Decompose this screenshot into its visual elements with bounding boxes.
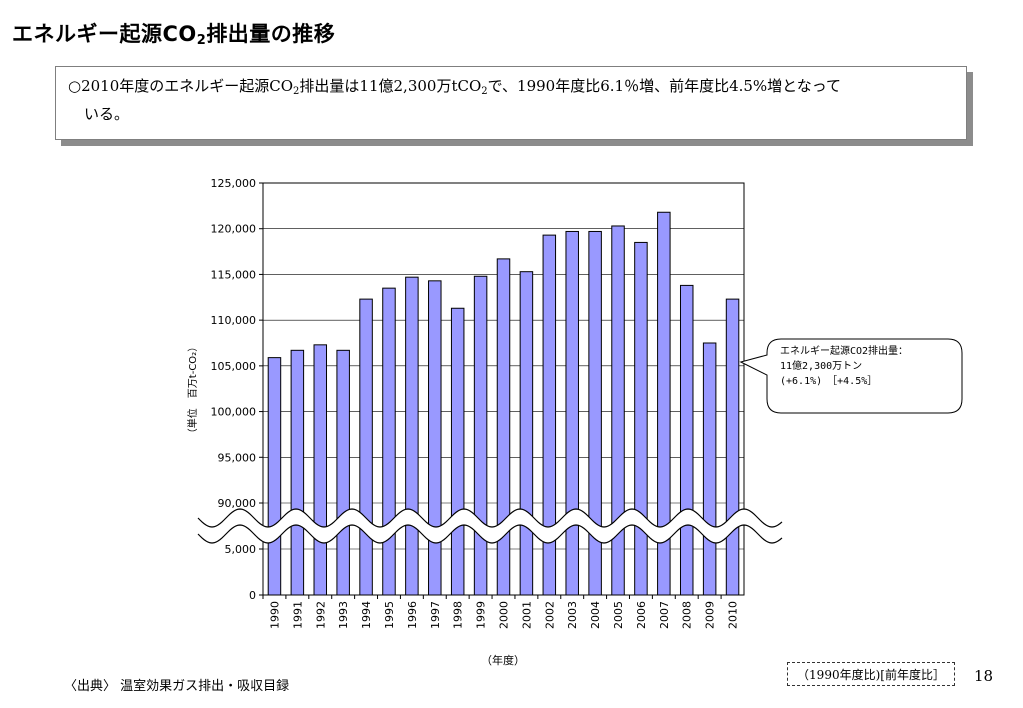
- bar-2008: [679, 284, 694, 596]
- annotation-text: (+6.1%) ［+4.5%］: [780, 375, 877, 387]
- x-tick-label: 2001: [520, 601, 533, 629]
- bar-2003: [565, 230, 579, 596]
- x-tick-label: 1998: [452, 601, 465, 629]
- x-tick-label: 2009: [704, 601, 717, 629]
- y-tick-label: 125,000: [211, 177, 257, 190]
- bar-1999: [473, 275, 488, 596]
- x-tick-label: 2004: [589, 601, 602, 629]
- bar-1997: [428, 280, 442, 596]
- y-tick-label: 105,000: [211, 360, 257, 373]
- x-axis-label: （年度）: [481, 653, 525, 667]
- summary-text: ○2010年度のエネルギー起源CO2排出量は11億2,300万tCO2で、199…: [68, 77, 841, 123]
- bar-2006: [634, 241, 648, 596]
- annotation-callout: [739, 338, 963, 414]
- bar-1994: [359, 298, 373, 596]
- summary-box: ○2010年度のエネルギー起源CO2排出量は11億2,300万tCO2で、199…: [55, 66, 967, 140]
- x-tick-label: 1991: [291, 601, 304, 629]
- bar-1996: [405, 276, 419, 596]
- bar-2007: [657, 211, 671, 596]
- bar-2010: [725, 298, 740, 596]
- bar-2001: [519, 271, 534, 596]
- bar-2000: [496, 258, 511, 596]
- source-citation: 〈出典〉 温室効果ガス排出・吸収目録: [64, 679, 290, 694]
- bar-1993: [336, 349, 350, 596]
- y-tick-label: 115,000: [211, 268, 257, 281]
- y-tick-label: 95,000: [218, 451, 257, 464]
- y-tick-label: 100,000: [211, 406, 257, 419]
- x-tick-label: 2006: [635, 601, 648, 629]
- x-tick-label: 1994: [360, 601, 373, 629]
- bar-1995: [382, 287, 396, 596]
- x-tick-label: 1992: [314, 601, 327, 629]
- x-tick-label: 2010: [727, 601, 740, 629]
- bar-2004: [588, 230, 602, 596]
- x-tick-label: 1997: [429, 601, 442, 629]
- y-tick-label: 120,000: [211, 223, 257, 236]
- legend-key: （1990年度比)[前年度比］: [787, 662, 955, 686]
- x-tick-label: 1999: [475, 601, 488, 629]
- axis-break-line: [197, 508, 783, 528]
- bar-2009: [702, 342, 717, 596]
- x-tick-label: 2002: [543, 601, 556, 629]
- bar-1992: [313, 344, 328, 596]
- x-tick-label: 2007: [658, 601, 671, 629]
- x-tick-label: 2008: [681, 601, 694, 629]
- bar-1990: [267, 357, 282, 596]
- bar-2005: [611, 225, 625, 596]
- y-tick-label: 0: [249, 589, 256, 602]
- bar-1998: [450, 307, 465, 596]
- page-number: 18: [974, 667, 994, 685]
- y-tick-label: 5,000: [225, 543, 257, 556]
- y-tick-label: 110,000: [211, 314, 257, 327]
- x-tick-label: 1990: [268, 601, 281, 629]
- x-tick-label: 2000: [498, 601, 511, 629]
- axis-break-band: [198, 509, 782, 543]
- y-tick-label: 90,000: [218, 497, 257, 510]
- page-title: エネルギー起源CO2排出量の推移: [12, 22, 336, 48]
- annotation-text: 11億2,300万トン: [780, 359, 862, 372]
- bar-1991: [290, 349, 305, 596]
- x-tick-label: 2003: [566, 601, 579, 629]
- axis-break-line: [197, 524, 783, 544]
- x-tick-label: 1995: [383, 601, 396, 629]
- x-tick-label: 1993: [337, 601, 350, 629]
- x-tick-label: 1996: [406, 601, 419, 629]
- x-tick-label: 2005: [612, 601, 625, 629]
- bar-2002: [542, 234, 557, 596]
- annotation-text: エネルギー起源CO2排出量：: [780, 344, 908, 357]
- y-axis-label: （単位 百万t-CO₂）: [186, 342, 199, 438]
